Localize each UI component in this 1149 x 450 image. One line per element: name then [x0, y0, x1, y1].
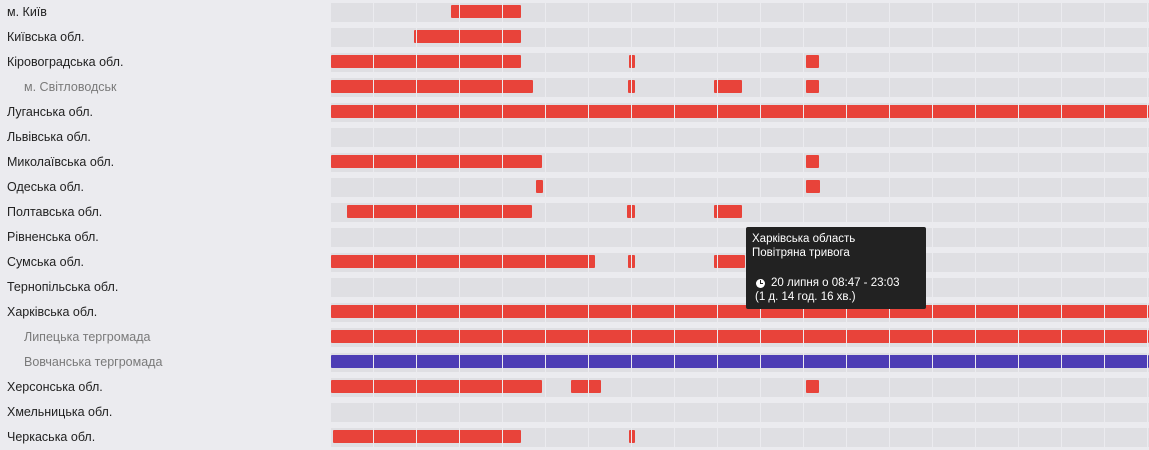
sub-region-label: Вовчанська тергромада	[24, 355, 163, 369]
timeline-track	[331, 3, 1149, 22]
region-label: Тернопільська обл.	[7, 280, 119, 294]
timeline-row: Хмельницька обл.	[0, 400, 1149, 425]
alert-bar[interactable]	[331, 380, 542, 393]
alert-bar[interactable]	[414, 30, 521, 43]
tooltip-time-row: 20 липня о 08:47 - 23:03	[752, 276, 920, 290]
region-label: Сумська обл.	[7, 255, 84, 269]
tooltip-time: 20 липня о 08:47 - 23:03	[771, 277, 900, 289]
alert-bar[interactable]	[331, 255, 595, 268]
alert-bar[interactable]	[331, 355, 1149, 368]
timeline-track	[331, 128, 1149, 147]
alert-bar[interactable]	[331, 80, 533, 93]
timeline-row: Херсонська обл.	[0, 375, 1149, 400]
alert-bar[interactable]	[571, 380, 601, 393]
alert-bar[interactable]	[628, 255, 635, 268]
timeline-row: Одеська обл.	[0, 175, 1149, 200]
timeline-row: Черкаська обл.	[0, 425, 1149, 450]
timeline-row: Тернопільська обл.	[0, 275, 1149, 300]
alert-bar[interactable]	[536, 180, 543, 193]
region-label: Харківська обл.	[7, 305, 98, 319]
alert-bar[interactable]	[714, 255, 745, 268]
alert-bar[interactable]	[806, 80, 819, 93]
timeline-track	[331, 178, 1149, 197]
timeline-row: Рівненська обл.	[0, 225, 1149, 250]
timeline-row: м. Київ	[0, 0, 1149, 25]
sub-region-label: Липецька тергромада	[24, 330, 151, 344]
region-label: Хмельницька обл.	[7, 405, 113, 419]
timeline-row: Луганська обл.	[0, 100, 1149, 125]
alert-bar[interactable]	[627, 205, 635, 218]
alert-bar[interactable]	[806, 180, 820, 193]
alert-bar[interactable]	[806, 55, 819, 68]
alert-bar[interactable]	[331, 105, 1149, 118]
region-label: Кіровоградська обл.	[7, 55, 124, 69]
timeline-row: Вовчанська тергромада	[0, 350, 1149, 375]
tooltip-region: Харківська область	[752, 233, 856, 245]
region-label: Херсонська обл.	[7, 380, 103, 394]
alert-tooltip: Харківська область Повітряна тривога 20 …	[746, 227, 926, 309]
region-label: Черкаська обл.	[7, 430, 96, 444]
alert-bar[interactable]	[714, 205, 742, 218]
clock-icon	[756, 278, 765, 288]
timeline-row: Харківська обл.	[0, 300, 1149, 325]
region-label: Рівненська обл.	[7, 230, 99, 244]
alert-bar[interactable]	[629, 55, 635, 68]
alert-bar[interactable]	[451, 5, 521, 18]
tooltip-alert-type: Повітряна тривога	[752, 247, 850, 259]
timeline-track	[331, 278, 1149, 297]
region-label: Луганська обл.	[7, 105, 93, 119]
timeline-track	[331, 28, 1149, 47]
region-label: Миколаївська обл.	[7, 155, 115, 169]
timeline-row: Кіровоградська обл.	[0, 50, 1149, 75]
alert-bar[interactable]	[629, 430, 635, 443]
alert-bar[interactable]	[806, 380, 819, 393]
region-label: Одеська обл.	[7, 180, 84, 194]
alert-bar[interactable]	[714, 80, 742, 93]
timeline-row: Полтавська обл.	[0, 200, 1149, 225]
sub-region-label: м. Світловодськ	[24, 80, 117, 94]
alert-bar[interactable]	[331, 330, 1149, 343]
alert-bar[interactable]	[331, 305, 1149, 318]
alert-bar[interactable]	[806, 155, 819, 168]
timeline-row: м. Світловодськ	[0, 75, 1149, 100]
tooltip-duration: (1 д. 14 год. 16 хв.)	[755, 291, 856, 303]
timeline-row: Львівська обл.	[0, 125, 1149, 150]
alert-bar[interactable]	[347, 205, 532, 218]
alert-bar[interactable]	[333, 430, 521, 443]
timeline-row: Київська обл.	[0, 25, 1149, 50]
region-label: Київська обл.	[7, 30, 85, 44]
timeline-track	[331, 53, 1149, 72]
alert-bar[interactable]	[331, 55, 521, 68]
timeline-track	[331, 228, 1149, 247]
timeline-row: Липецька тергромада	[0, 325, 1149, 350]
timeline-track	[331, 428, 1149, 447]
timeline-row: Миколаївська обл.	[0, 150, 1149, 175]
region-label: Полтавська обл.	[7, 205, 103, 219]
alert-bar[interactable]	[628, 80, 635, 93]
region-label: Львівська обл.	[7, 130, 91, 144]
region-label: м. Київ	[7, 5, 47, 19]
alert-bar[interactable]	[331, 155, 542, 168]
timeline-track	[331, 403, 1149, 422]
timeline-row: Сумська обл.	[0, 250, 1149, 275]
